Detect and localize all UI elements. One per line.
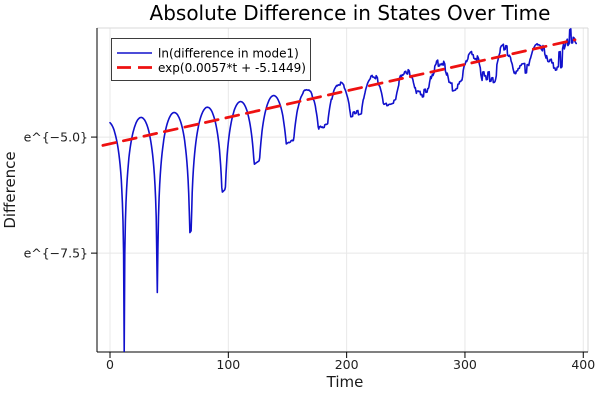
x-tick-label: 100: [216, 357, 240, 372]
x-axis-label: Time: [326, 373, 364, 391]
tick-labels: 0 100 200 300 400 e^{−5.0} e^{−7.5}: [24, 130, 596, 372]
y-axis-label: Difference: [1, 151, 19, 228]
x-tick-label: 300: [453, 357, 477, 372]
plot-frame: [96, 27, 589, 353]
x-tick-label: 400: [571, 357, 595, 372]
gridlines: [97, 28, 588, 352]
y-tick-label: e^{−7.5}: [24, 246, 88, 261]
legend: ln(difference in mode1) exp(0.0057*t + -…: [111, 38, 311, 81]
x-tick-label: 200: [335, 357, 359, 372]
exp-fit-dashed-line: [101, 38, 577, 147]
axis-ticks: [91, 136, 584, 358]
plot-area: [101, 28, 577, 352]
chart-title: Absolute Difference in States Over Time: [150, 1, 551, 25]
legend-label-red: exp(0.0057*t + -5.1449): [158, 61, 306, 75]
y-tick-label: e^{−5.0}: [24, 130, 88, 145]
x-tick-label: 0: [106, 357, 114, 372]
legend-label-blue: ln(difference in mode1): [158, 47, 299, 61]
legend-box: [111, 38, 311, 81]
